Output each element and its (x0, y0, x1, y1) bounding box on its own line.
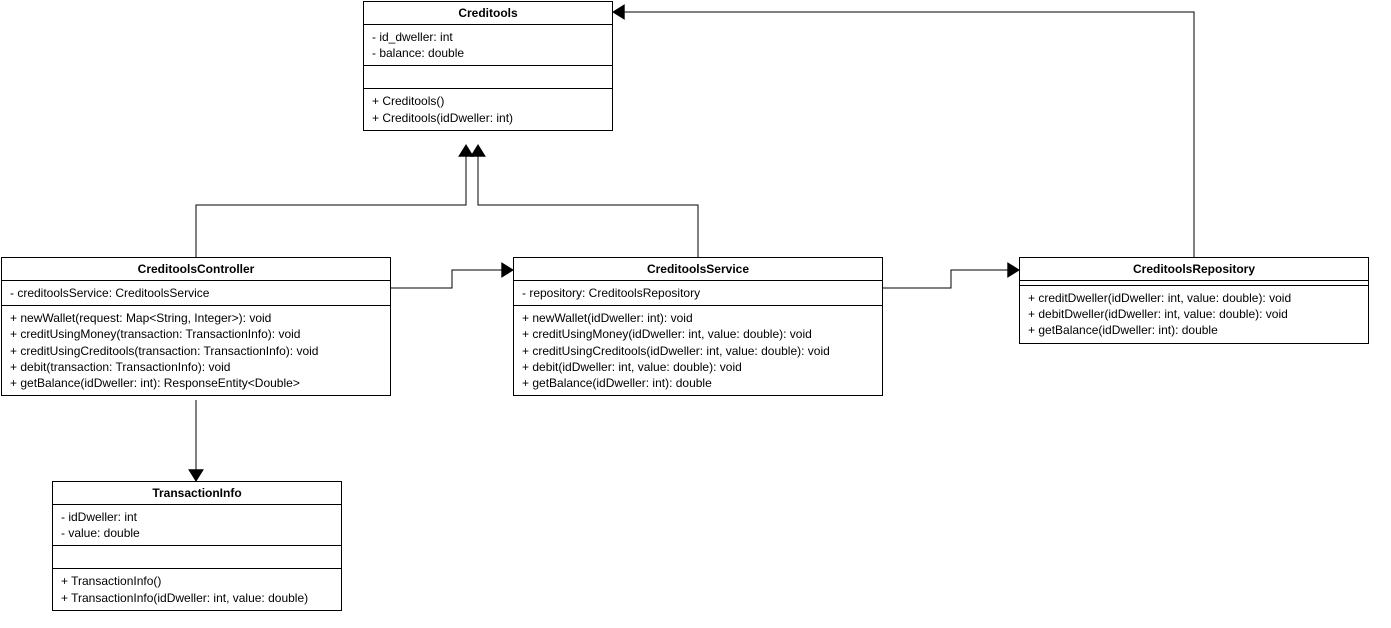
class-title: Creditools (364, 2, 612, 25)
attributes-section: - repository: CreditoolsRepository (514, 281, 882, 306)
connector-line (196, 145, 466, 257)
attribute-line: - value: double (61, 525, 333, 541)
attributes-section: - idDweller: int- value: double (53, 505, 341, 546)
class-title: TransactionInfo (53, 482, 341, 505)
spacer-section (53, 546, 341, 569)
method-line: + creditUsingMoney(idDweller: int, value… (522, 326, 874, 342)
class-title: CreditoolsController (2, 258, 390, 281)
methods-section: + Creditools()+ Creditools(idDweller: in… (364, 89, 612, 129)
attribute-line: - creditoolsService: CreditoolsService (10, 285, 382, 301)
method-line: + creditUsingCreditools(transaction: Tra… (10, 343, 382, 359)
class-title: CreditoolsService (514, 258, 882, 281)
method-line: + getBalance(idDweller: int): double (522, 375, 874, 391)
method-line: + debit(transaction: TransactionInfo): v… (10, 359, 382, 375)
method-line: + TransactionInfo() (61, 573, 333, 589)
connector-line (391, 270, 513, 288)
method-line: + debit(idDweller: int, value: double): … (522, 359, 874, 375)
method-line: + Creditools(idDweller: int) (372, 110, 604, 126)
arrowhead-icon (471, 145, 485, 156)
arrowhead-icon (1008, 263, 1019, 277)
class-creditools-repository: CreditoolsRepository + creditDweller(idD… (1019, 257, 1369, 344)
spacer-section (364, 66, 612, 89)
methods-section: + newWallet(idDweller: int): void+ credi… (514, 306, 882, 395)
class-creditools: Creditools - id_dweller: int- balance: d… (363, 1, 613, 131)
class-title: CreditoolsRepository (1020, 258, 1368, 281)
method-line: + getBalance(idDweller: int): double (1028, 322, 1360, 338)
class-creditools-controller: CreditoolsController - creditoolsService… (1, 257, 391, 396)
arrowhead-icon (459, 145, 473, 156)
methods-section: + TransactionInfo()+ TransactionInfo(idD… (53, 569, 341, 609)
attribute-line: - id_dweller: int (372, 29, 604, 45)
connector-line (883, 270, 1019, 288)
attribute-line: - balance: double (372, 45, 604, 61)
attribute-line: - repository: CreditoolsRepository (522, 285, 874, 301)
method-line: + newWallet(idDweller: int): void (522, 310, 874, 326)
method-line: + creditUsingCreditools(idDweller: int, … (522, 343, 874, 359)
class-creditools-service: CreditoolsService - repository: Creditoo… (513, 257, 883, 396)
arrowhead-icon (613, 5, 624, 19)
arrowhead-icon (502, 263, 513, 277)
connector-line (478, 145, 698, 257)
methods-section: + creditDweller(idDweller: int, value: d… (1020, 286, 1368, 343)
arrowhead-icon (189, 470, 203, 481)
attribute-line: - idDweller: int (61, 509, 333, 525)
method-line: + creditDweller(idDweller: int, value: d… (1028, 290, 1360, 306)
attributes-section: - id_dweller: int- balance: double (364, 25, 612, 66)
method-line: + newWallet(request: Map<String, Integer… (10, 310, 382, 326)
class-transaction-info: TransactionInfo - idDweller: int- value:… (52, 481, 342, 611)
connector-line (613, 12, 1194, 257)
method-line: + creditUsingMoney(transaction: Transact… (10, 326, 382, 342)
attributes-section: - creditoolsService: CreditoolsService (2, 281, 390, 306)
methods-section: + newWallet(request: Map<String, Integer… (2, 306, 390, 395)
method-line: + getBalance(idDweller: int): ResponseEn… (10, 375, 382, 391)
method-line: + debitDweller(idDweller: int, value: do… (1028, 306, 1360, 322)
method-line: + TransactionInfo(idDweller: int, value:… (61, 590, 333, 606)
method-line: + Creditools() (372, 93, 604, 109)
